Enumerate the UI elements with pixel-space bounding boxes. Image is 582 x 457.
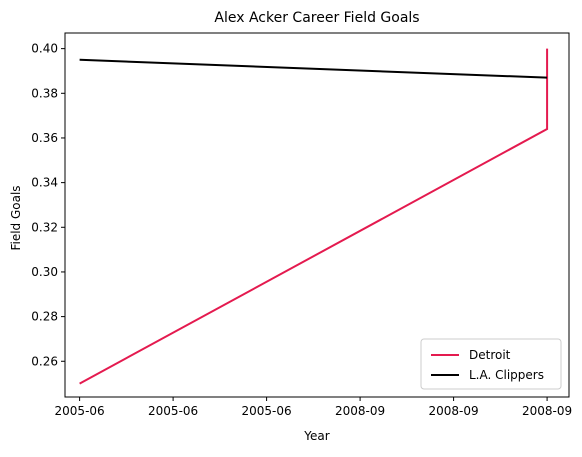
legend-label-1: L.A. Clippers	[469, 368, 544, 382]
x-tick-label: 2005-06	[55, 404, 105, 418]
y-tick-label: 0.32	[31, 220, 58, 234]
plot-area: 0.26 0.28 0.30 0.32 0.34 0.36 0.38 0.40 2005-06 2…	[31, 32, 572, 418]
y-tick-label: 0.40	[31, 42, 58, 56]
x-tick-label: 2008-09	[335, 404, 385, 418]
y-tick-label: 0.26	[31, 354, 58, 368]
axes-frame	[64, 32, 570, 398]
y-tick-label: 0.34	[31, 176, 58, 190]
legend-box	[420, 338, 562, 390]
x-axis-label: Year	[303, 429, 329, 443]
y-axis-label: Field Goals	[9, 185, 23, 250]
series-line-1	[79, 58, 548, 79]
series-line-0	[79, 48, 549, 385]
chart-title: Alex Acker Career Field Goals	[214, 10, 419, 26]
y-tick-label: 0.36	[31, 131, 58, 145]
x-tick-label: 2005-06	[148, 404, 198, 418]
legend: Detroit L.A. Clippers	[420, 338, 562, 390]
x-tick-label: 2008-09	[429, 404, 479, 418]
y-tick-label: 0.38	[31, 86, 58, 100]
legend-label-0: Detroit	[469, 348, 511, 362]
x-tick-label: 2005-06	[242, 404, 292, 418]
y-tick-label: 0.28	[31, 310, 58, 324]
y-tick-label: 0.30	[31, 265, 58, 279]
x-tick-label: 2008-09	[522, 404, 572, 418]
